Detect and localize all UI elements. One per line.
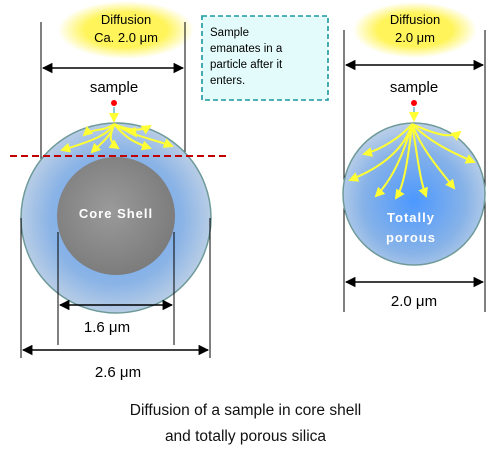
porous-diffusion-arrows	[348, 123, 476, 200]
note-line-4: enters.	[210, 75, 245, 87]
totally-porous-group: Diffusion 2.0 μm sample Totally porous 2…	[342, 2, 486, 312]
porous-particle-label-line-2: porous	[386, 230, 436, 245]
note-line-3: particle after it	[210, 59, 283, 71]
core-shell-sample-dot	[111, 100, 117, 106]
porous-sample-label: sample	[390, 79, 438, 96]
caption-line-1: Diffusion of a sample in core shell	[129, 402, 362, 419]
porous-particle-diameter-label: 2.0 μm	[391, 293, 437, 310]
core-diameter-label: 1.6 μm	[84, 319, 130, 336]
caption-line-2: and totally porous silica	[164, 428, 327, 445]
core-shell-particle-label: Core Shell	[79, 206, 153, 221]
porous-particle-label-line-1: Totally	[387, 210, 435, 225]
core-shell-diffusion-title: Diffusion	[101, 12, 151, 27]
core-shell-sample-label: sample	[90, 79, 138, 96]
porous-particle	[342, 122, 486, 266]
note-box: Sample emanates in a particle after it e…	[201, 15, 329, 101]
porous-diffusion-glow	[353, 2, 477, 58]
porous-diffusion-value: 2.0 μm	[395, 30, 435, 45]
porous-diffusion-title: Diffusion	[390, 12, 440, 27]
porous-sample-dot	[411, 100, 417, 106]
core-shell-diffusion-arrows	[60, 123, 174, 154]
note-line-2: emanates in a	[210, 43, 283, 55]
core-shell-core	[57, 157, 175, 275]
note-line-1: Sample	[210, 27, 249, 39]
core-shell-diffusion-glow	[58, 1, 194, 59]
core-shell-group: Diffusion Ca. 2.0 μm sample Core Shell	[10, 1, 228, 381]
core-shell-particle-diameter-label: 2.6 μm	[95, 364, 141, 381]
core-shell-diffusion-value: Ca. 2.0 μm	[94, 30, 158, 45]
